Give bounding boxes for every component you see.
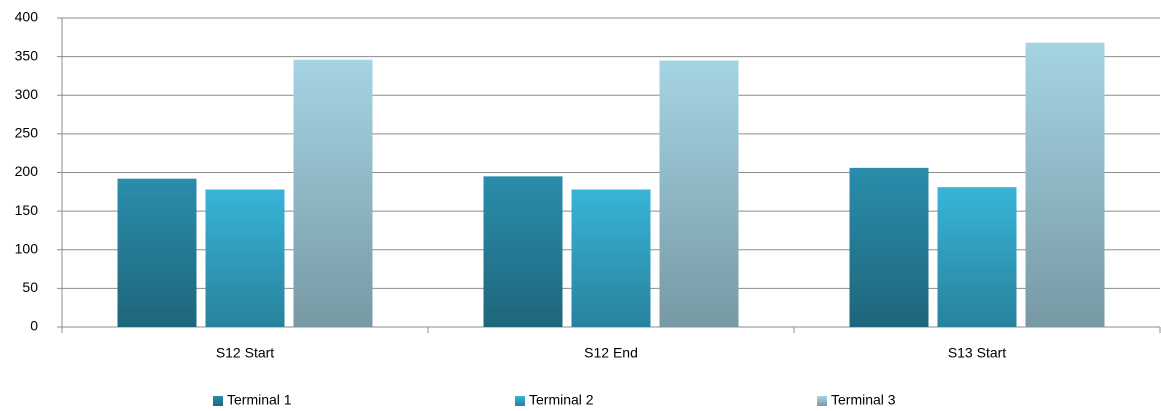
legend-swatch: [817, 396, 827, 406]
legend-swatch: [515, 396, 525, 406]
y-tick-label: 300: [15, 86, 39, 102]
bar: [117, 178, 197, 327]
legend-label: Terminal 3: [831, 392, 896, 408]
y-tick-label: 350: [15, 47, 39, 63]
y-tick-label: 400: [15, 9, 39, 25]
x-tick-label: S13 Start: [948, 345, 1006, 361]
legend-label: Terminal 2: [529, 392, 594, 408]
legend-label: Terminal 1: [227, 392, 292, 408]
y-tick-label: 250: [15, 125, 39, 141]
y-tick-label: 100: [15, 240, 39, 256]
bar: [937, 187, 1017, 327]
y-tick-label: 50: [22, 279, 38, 295]
bar: [1025, 42, 1105, 327]
x-tick-label: S12 Start: [216, 345, 274, 361]
bar: [659, 60, 739, 328]
bar: [849, 167, 929, 327]
bar: [571, 189, 651, 327]
bar: [483, 176, 563, 327]
y-tick-label: 0: [30, 318, 38, 334]
y-tick-label: 200: [15, 163, 39, 179]
y-tick-label: 150: [15, 202, 39, 218]
x-tick-label: S12 End: [584, 345, 638, 361]
bar: [205, 189, 285, 327]
bar: [293, 59, 373, 328]
legend-swatch: [213, 396, 223, 406]
